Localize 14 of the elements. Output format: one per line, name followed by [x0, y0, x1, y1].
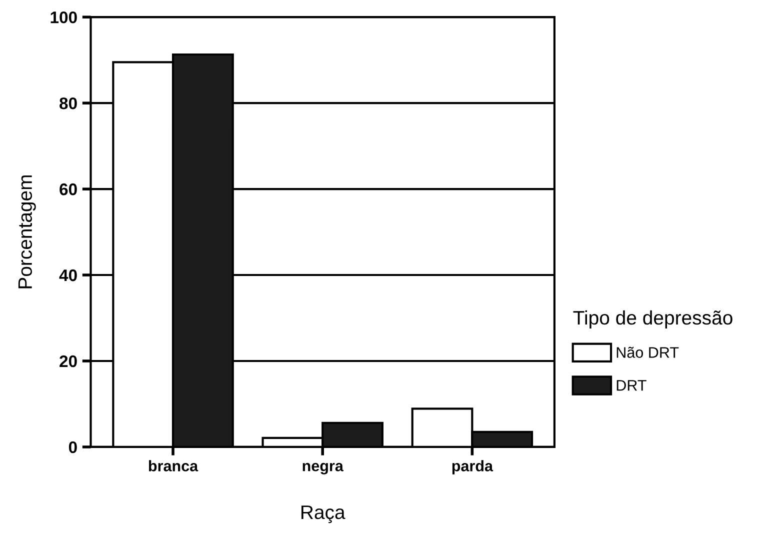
- y-tick-label: 60: [60, 183, 77, 196]
- y-axis-title: Porcentagem: [18, 175, 36, 288]
- x-axis-title: Raça: [301, 506, 346, 524]
- x-tick-label: parda: [452, 460, 494, 474]
- legend-label: DRT: [616, 380, 646, 391]
- y-tick-label: 100: [50, 11, 77, 24]
- y-tick-label: 20: [60, 355, 77, 368]
- legend-label: Não DRT: [616, 346, 679, 358]
- y-tick-label: 0: [68, 441, 77, 454]
- y-tick-label: 40: [59, 269, 77, 282]
- legend-title: Tipo de depressão: [573, 310, 732, 329]
- y-tick-label: 80: [60, 97, 77, 110]
- x-tick-label: negra: [302, 462, 344, 474]
- x-tick-label: branca: [148, 460, 198, 472]
